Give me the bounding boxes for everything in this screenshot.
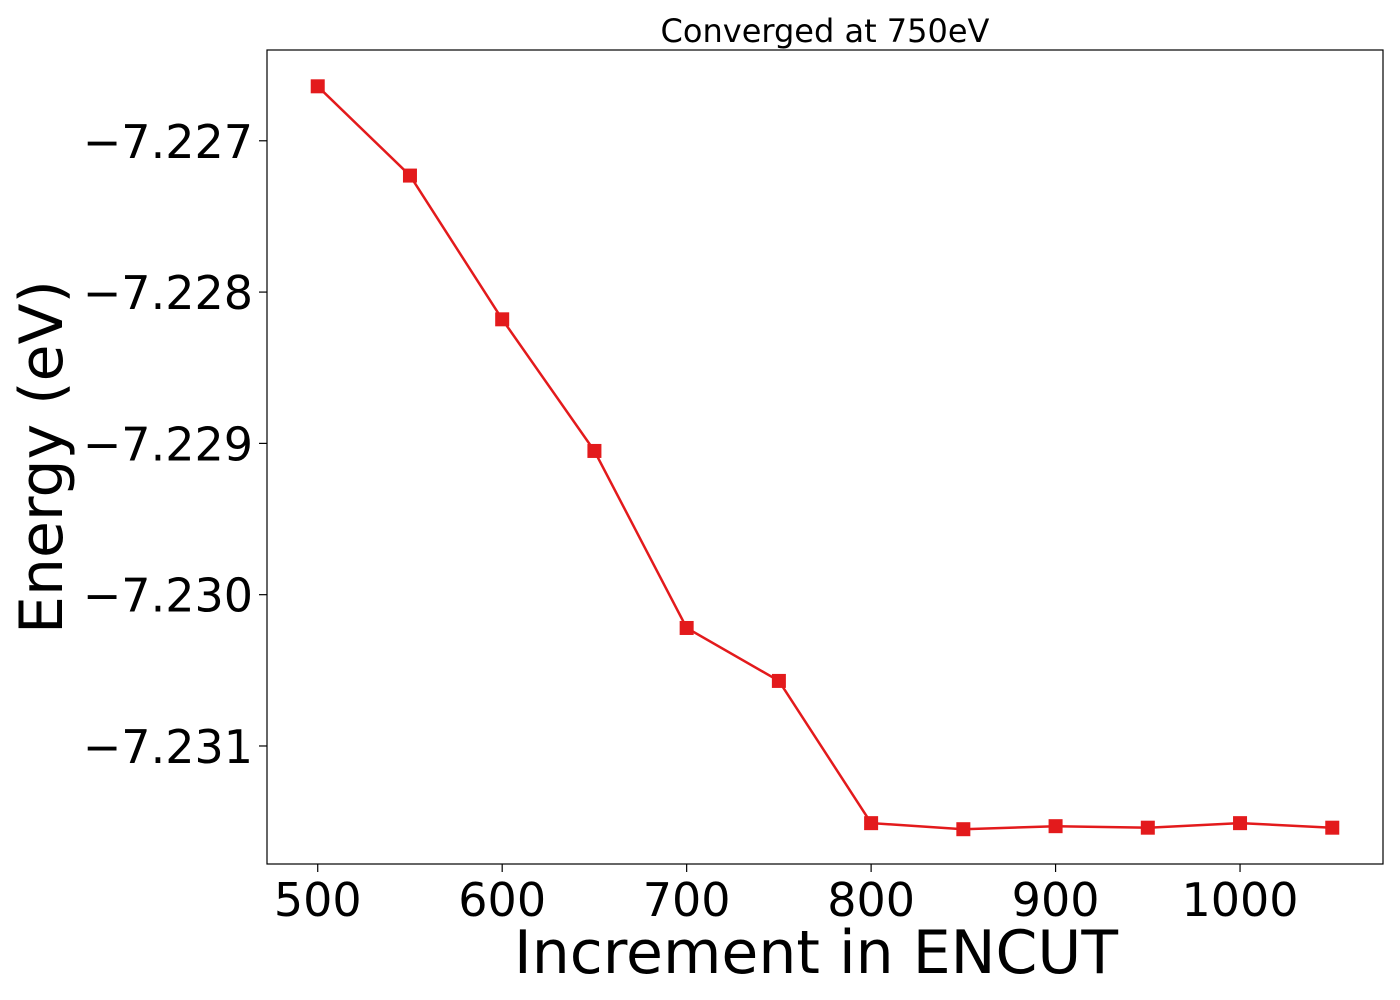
y-axis-label: Energy (eV) xyxy=(7,280,77,634)
x-axis-label: Increment in ENCUT xyxy=(514,918,1118,988)
plot-frame xyxy=(266,49,1384,865)
data-point xyxy=(1140,820,1155,835)
y-tick-label: −7.228 xyxy=(83,266,253,320)
y-tick-label: −7.227 xyxy=(83,115,253,169)
data-point xyxy=(587,443,602,458)
chart-title: Converged at 750eV xyxy=(661,12,990,50)
x-tick-label: 700 xyxy=(643,873,731,927)
data-point xyxy=(495,312,510,327)
y-tick-label: −7.231 xyxy=(83,720,253,774)
x-tick-label: 500 xyxy=(274,873,362,927)
data-point xyxy=(1048,819,1063,834)
x-axis: 500 600 700 800 900 1000 xyxy=(274,864,1299,927)
y-axis: −7.227 −7.228 −7.229 −7.230 −7.231 xyxy=(83,115,267,774)
data-point xyxy=(956,822,971,837)
data-point xyxy=(1325,820,1340,835)
series-group xyxy=(310,79,1340,837)
data-point xyxy=(864,816,879,831)
x-tick-label: 800 xyxy=(827,873,915,927)
x-tick-label: 600 xyxy=(458,873,546,927)
data-point xyxy=(771,673,786,688)
data-point xyxy=(402,168,417,183)
y-tick-label: −7.230 xyxy=(83,569,253,623)
x-tick-label: 1000 xyxy=(1182,873,1299,927)
data-point xyxy=(1233,816,1248,831)
y-tick-label: −7.229 xyxy=(83,417,253,471)
data-point xyxy=(679,620,694,635)
data-point xyxy=(310,79,325,94)
series-line xyxy=(316,85,1333,831)
x-tick-label: 900 xyxy=(1012,873,1100,927)
